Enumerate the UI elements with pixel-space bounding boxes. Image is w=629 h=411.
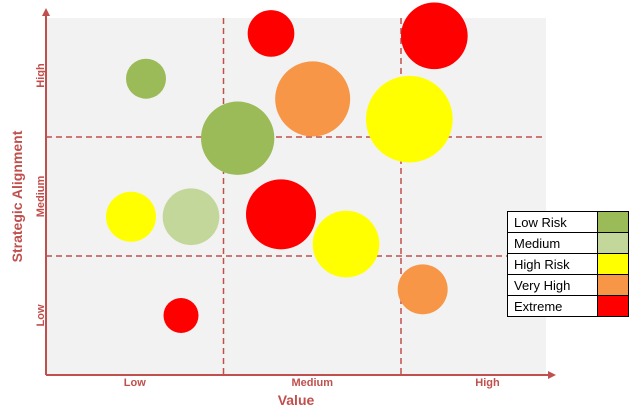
x-axis-label: Value (278, 392, 315, 408)
legend-label: Low Risk (507, 211, 598, 233)
legend-item-high-risk: High Risk (507, 253, 629, 275)
legend-item-medium: Medium (507, 232, 629, 254)
legend-label: Medium (507, 232, 598, 254)
y-axis-arrow (42, 8, 50, 16)
x-tick-label: Low (124, 377, 146, 389)
legend-swatch (597, 274, 629, 296)
axes (42, 8, 556, 379)
bubble (201, 101, 275, 175)
legend: Low Risk Medium High Risk Very High Extr… (507, 211, 629, 317)
legend-swatch (597, 253, 629, 275)
bubble (247, 10, 295, 57)
legend-item-low-risk: Low Risk (507, 211, 629, 233)
x-tick-label: Medium (291, 377, 333, 389)
bubble (401, 2, 468, 70)
y-axis-label: Strategic Alignment (9, 130, 25, 262)
bubble (162, 188, 220, 246)
legend-swatch (597, 232, 629, 254)
bubble (397, 264, 448, 315)
legend-label: Extreme (507, 295, 598, 317)
x-axis-arrow (548, 371, 556, 379)
bubble (366, 75, 453, 163)
bubble (246, 179, 316, 250)
bubble (126, 58, 166, 99)
legend-item-very-high: Very High (507, 274, 629, 296)
legend-item-extreme: Extreme (507, 295, 629, 317)
tick-labels: Low Medium High Low Medium High (35, 63, 500, 389)
grid-lines (46, 18, 546, 375)
x-tick-label: High (475, 377, 500, 389)
bubbles (106, 2, 468, 333)
y-tick-label: Medium (35, 176, 47, 218)
bubble (312, 210, 380, 278)
bubble (163, 298, 199, 333)
legend-label: High Risk (507, 253, 598, 275)
legend-label: Very High (507, 274, 598, 296)
legend-swatch (597, 211, 629, 233)
y-tick-label: Low (35, 304, 47, 326)
bubble (106, 191, 156, 242)
bubble (275, 61, 351, 137)
y-tick-label: High (35, 63, 47, 88)
legend-swatch (597, 295, 629, 317)
